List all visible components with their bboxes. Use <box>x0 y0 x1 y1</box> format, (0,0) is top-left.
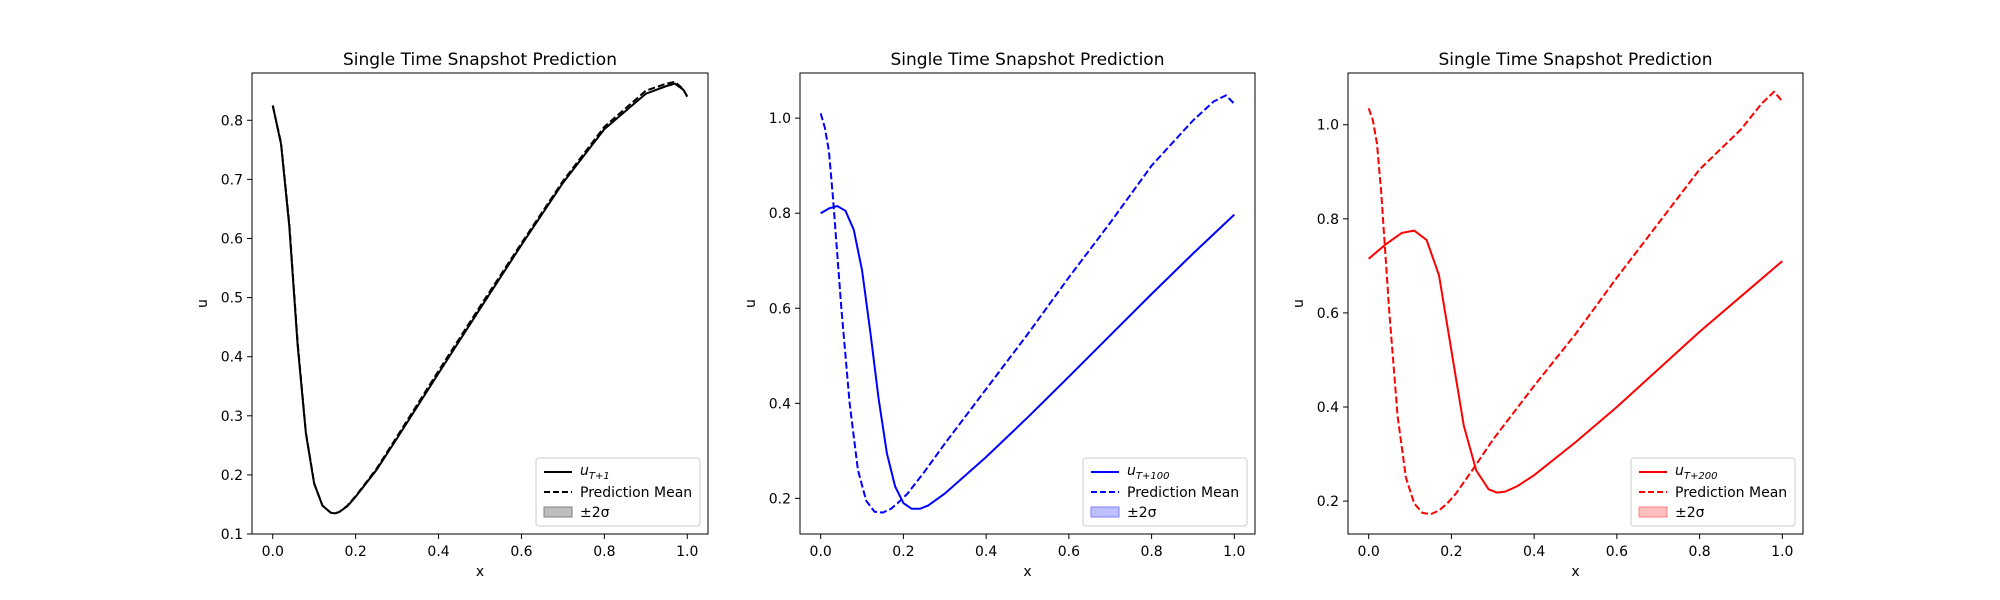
chart-panel-2: 0.0 0.2 0.4 0.6 0.8 1.0 0.2 0.4 0.6 0.8 1.0 Single … <box>743 50 1256 580</box>
legend-label-mean: Prediction Mean <box>1675 485 1787 501</box>
axes-frame <box>251 72 709 535</box>
x-tick-label: 0.2 <box>345 544 367 560</box>
x-tick-label: 0.6 <box>1058 544 1080 560</box>
legend-label-band: ±2σ <box>1127 505 1157 521</box>
y-tick-label: 0.7 <box>221 172 243 188</box>
y-tick-label: 0.3 <box>221 409 243 425</box>
legend-swatch-band <box>1090 506 1120 518</box>
y-tick-label: 0.8 <box>221 113 243 129</box>
legend-swatch-band <box>1638 506 1668 518</box>
y-tick-label: 0.4 <box>221 350 243 366</box>
legend: uT+100 Prediction Mean ±2σ <box>1082 457 1248 527</box>
prediction-mean-line <box>271 80 689 515</box>
y-tick-label: 0.4 <box>769 396 791 412</box>
legend-label-true-main: u <box>1127 463 1136 479</box>
legend-label-true-main: u <box>580 463 589 479</box>
legend-label-true: uT+1 <box>580 463 610 482</box>
legend-box <box>1082 457 1248 527</box>
x-tick-label: 0.4 <box>975 544 997 560</box>
y-tick-label: 0.2 <box>769 491 791 507</box>
y-tick-label: 0.8 <box>769 206 791 222</box>
x-tick-label: 0.0 <box>810 544 832 560</box>
axes-frame <box>1347 72 1804 535</box>
chart-panel-3: 0.0 0.2 0.4 0.6 0.8 1.0 0.2 0.4 0.6 0.8 1.0 Single … <box>1291 50 1804 580</box>
prediction-mean-line <box>1367 90 1784 516</box>
y-axis-label: u <box>743 299 759 308</box>
x-tick-label: 0.2 <box>1440 544 1462 560</box>
true-solution-line <box>1368 229 1783 494</box>
true-solution-line <box>271 82 689 515</box>
prediction-mean-line <box>819 94 1236 514</box>
legend-label-true: uT+100 <box>1127 463 1169 482</box>
x-axis-label: x <box>1571 564 1579 580</box>
x-tick-label: 0.8 <box>1140 544 1162 560</box>
legend-label-true-sub: T+1 <box>589 471 610 482</box>
x-tick-label: 0.4 <box>1523 544 1545 560</box>
legend: uT+200 Prediction Mean ±2σ <box>1630 457 1796 527</box>
y-tick-label: 0.6 <box>1317 306 1339 322</box>
x-tick-label: 0.8 <box>593 544 615 560</box>
legend-label-true: uT+200 <box>1675 463 1717 482</box>
x-tick-label: 0.2 <box>892 544 914 560</box>
y-tick-label: 0.8 <box>1317 212 1339 228</box>
x-tick-label: 0.4 <box>427 544 449 560</box>
x-tick-label: 0.6 <box>510 544 532 560</box>
legend-label-true-main: u <box>1675 463 1684 479</box>
x-axis-label: x <box>476 564 484 580</box>
axes-frame <box>799 72 1256 535</box>
x-tick-label: 0.8 <box>1688 544 1710 560</box>
x-tick-label: 0.0 <box>262 544 284 560</box>
legend-label-band: ±2σ <box>1675 505 1705 521</box>
y-tick-label: 0.4 <box>1317 400 1339 416</box>
legend-label-true-sub: T+100 <box>1136 471 1170 482</box>
legend-label-mean: Prediction Mean <box>580 485 692 501</box>
y-tick-label: 0.1 <box>221 527 243 543</box>
legend-label-mean: Prediction Mean <box>1127 485 1239 501</box>
x-tick-label: 1.0 <box>1223 544 1245 560</box>
y-axis-label: u <box>195 299 211 308</box>
chart-title: Single Time Snapshot Prediction <box>890 50 1164 70</box>
x-tick-label: 0.6 <box>1606 544 1628 560</box>
y-tick-label: 0.5 <box>221 291 243 307</box>
y-tick-label: 1.0 <box>1317 118 1339 134</box>
chart-title: Single Time Snapshot Prediction <box>343 50 617 70</box>
y-tick-label: 0.6 <box>769 301 791 317</box>
x-tick-label: 0.0 <box>1358 544 1380 560</box>
legend-label-band: ±2σ <box>580 505 610 521</box>
y-tick-label: 0.2 <box>1317 494 1339 510</box>
legend-label-true-sub: T+200 <box>1684 471 1718 482</box>
true-solution-line <box>820 204 1236 510</box>
legend: uT+1 Prediction Mean ±2σ <box>535 457 701 527</box>
legend-box <box>535 457 701 527</box>
x-tick-label: 1.0 <box>1771 544 1793 560</box>
legend-swatch-band <box>543 506 573 518</box>
chart-panel-1: 0.0 0.2 0.4 0.6 0.8 1.0 0.1 0.2 0.3 0.4 0.5 0.6 0.7 0… <box>195 50 709 580</box>
y-tick-label: 1.0 <box>769 111 791 127</box>
x-tick-label: 1.0 <box>676 544 698 560</box>
chart-title: Single Time Snapshot Prediction <box>1438 50 1712 70</box>
legend-box <box>1630 457 1796 527</box>
y-tick-label: 0.6 <box>221 231 243 247</box>
x-axis-label: x <box>1023 564 1031 580</box>
y-axis-label: u <box>1291 299 1307 308</box>
y-tick-label: 0.2 <box>221 468 243 484</box>
